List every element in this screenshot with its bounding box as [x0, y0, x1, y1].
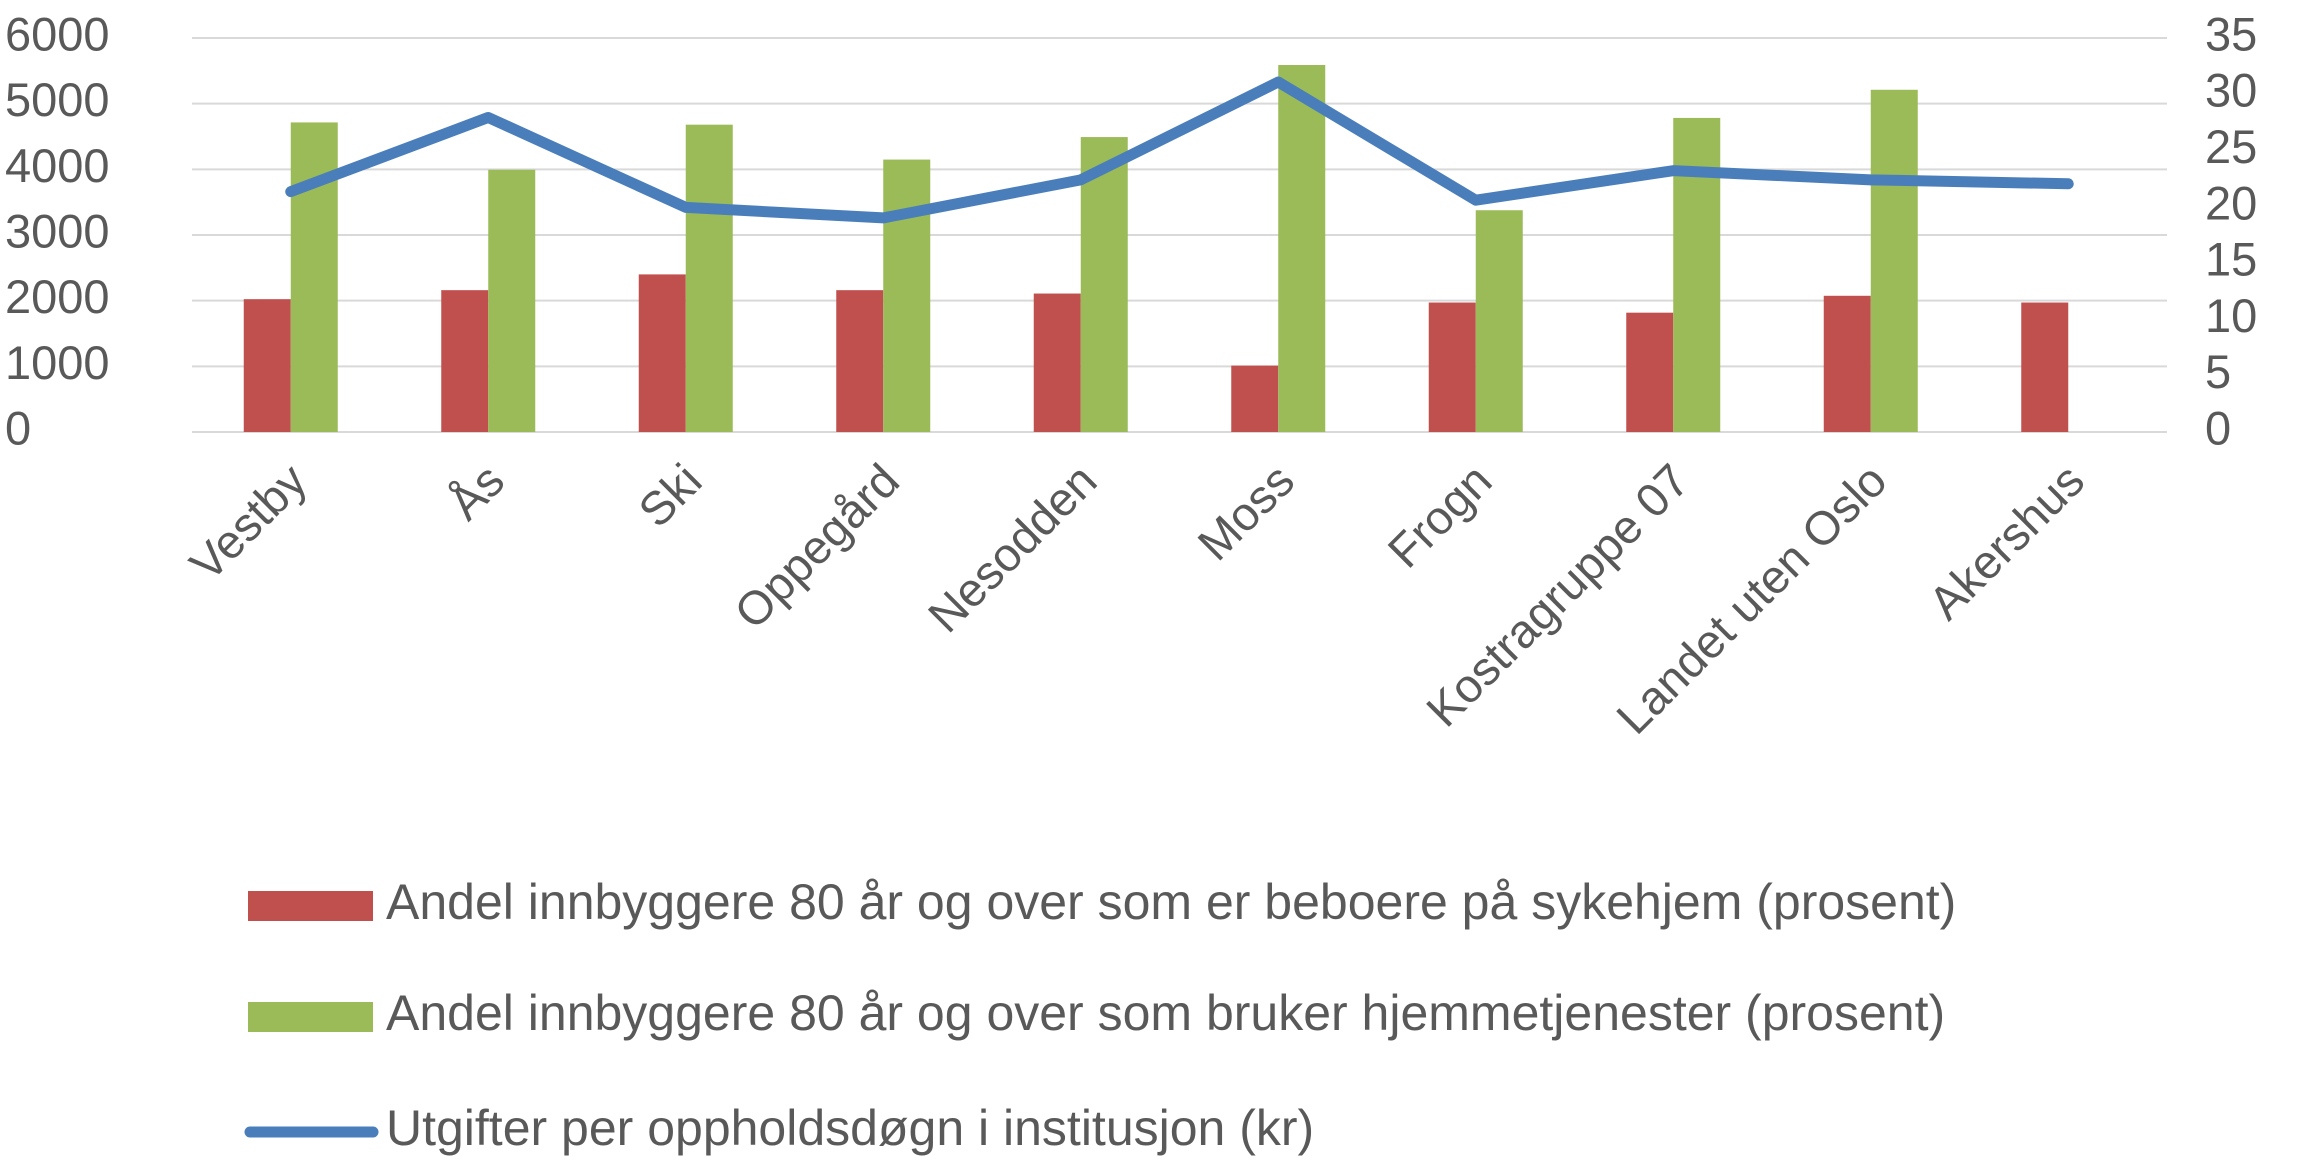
legend-swatch [248, 1002, 373, 1032]
y2-tick-label: 0 [2205, 401, 2231, 454]
bar [1428, 302, 1476, 432]
bar [488, 169, 536, 433]
y-tick-label: 0 [5, 401, 31, 454]
legend-label: Andel innbyggere 80 år og over som bruke… [386, 985, 1945, 1041]
bar [685, 124, 733, 433]
bar [638, 274, 686, 432]
y-tick-label: 1000 [5, 336, 110, 389]
y2-tick-label: 10 [2205, 289, 2257, 342]
bar [1278, 65, 1326, 432]
line [285, 76, 2074, 224]
bar [2021, 302, 2069, 432]
bar [1231, 365, 1279, 432]
x-tick-label: Vestby [179, 453, 317, 591]
y-tick-label: 4000 [5, 139, 110, 192]
y2-tick-label: 30 [2205, 64, 2257, 117]
legend-label: Andel innbyggere 80 år og over som er be… [386, 874, 1956, 930]
y2-tick-label: 35 [2205, 7, 2257, 60]
bar [1823, 295, 1871, 432]
legend-swatch [248, 891, 373, 921]
bar [883, 159, 931, 432]
x-tick-label: Frogn [1377, 453, 1501, 577]
bar [1626, 312, 1674, 432]
bar [441, 290, 489, 432]
y2-tick-label: 25 [2205, 120, 2257, 173]
y-tick-label: 5000 [5, 73, 110, 126]
x-tick-label: Akershus [1918, 453, 2094, 629]
y2-tick-label: 15 [2205, 233, 2257, 286]
bar [1080, 137, 1128, 432]
x-tick-label: Moss [1187, 453, 1304, 570]
bar [1673, 117, 1721, 432]
bar [836, 290, 884, 432]
bar [1870, 89, 1918, 432]
x-tick-label: Ås [438, 453, 514, 529]
bar [290, 122, 338, 432]
y-tick-label: 6000 [5, 7, 110, 60]
y2-tick-label: 20 [2205, 176, 2257, 229]
x-tick-label: Nesodden [918, 453, 1107, 642]
x-tick-label: Oppegård [724, 453, 909, 638]
x-tick-label: Ski [628, 453, 712, 537]
legend-label: Utgifter per oppholdsdøgn i institusjon … [386, 1100, 1314, 1156]
y2-tick-label: 5 [2205, 345, 2231, 398]
bar [1475, 210, 1523, 432]
bar [1033, 293, 1081, 432]
bar [243, 299, 291, 432]
y-tick-label: 2000 [5, 270, 110, 323]
y-tick-label: 3000 [5, 204, 110, 257]
